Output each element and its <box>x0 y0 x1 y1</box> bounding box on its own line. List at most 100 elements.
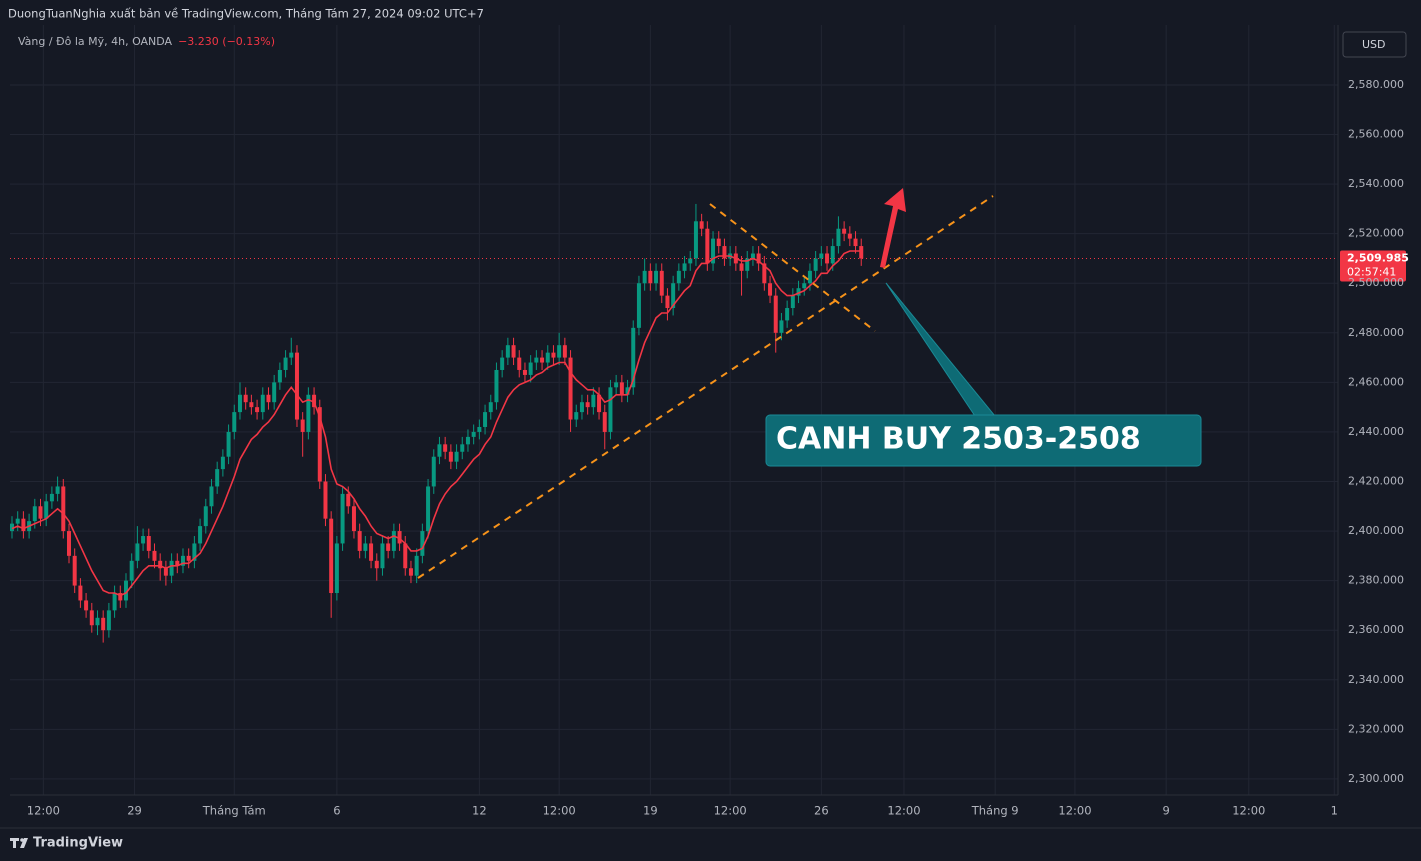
candle-body <box>591 394 596 408</box>
candle-body <box>112 593 117 611</box>
y-tick-label: 2,340.000 <box>1348 673 1404 686</box>
candle-body <box>522 369 527 375</box>
candle-body <box>511 345 516 358</box>
candle-body <box>351 506 356 532</box>
candle-body <box>853 238 858 247</box>
candle-body <box>665 295 670 309</box>
candle-body <box>619 382 624 395</box>
candle-body <box>158 560 163 569</box>
candle-body <box>676 270 681 284</box>
candle-body <box>562 345 567 358</box>
candle-body <box>289 352 294 358</box>
symbol-label: Vàng / Đô la Mỹ, 4h, OANDA <box>18 35 173 48</box>
x-tick-label: 12:00 <box>887 804 920 818</box>
candle-body <box>232 412 237 432</box>
candle-body <box>830 246 835 264</box>
candle-body <box>277 369 282 383</box>
candle-body <box>568 357 573 420</box>
candle-body <box>517 357 522 370</box>
candle-body <box>66 531 71 556</box>
candle-body <box>802 283 807 289</box>
candle-body <box>146 536 151 551</box>
candle-body <box>55 486 60 494</box>
x-tick-label: 9 <box>1162 804 1169 818</box>
candle-body <box>597 394 602 413</box>
candle-body <box>38 506 43 519</box>
y-tick-label: 2,480.000 <box>1348 326 1404 339</box>
y-tick-label: 2,520.000 <box>1348 227 1404 240</box>
candle-body <box>790 295 795 309</box>
currency-button[interactable] <box>1342 31 1407 58</box>
candle-body <box>312 394 317 408</box>
candle-body <box>825 253 830 264</box>
candle-body <box>272 382 277 403</box>
candle-body <box>762 263 767 284</box>
candle-body <box>123 580 128 601</box>
candle-body <box>443 444 448 452</box>
currency-label[interactable]: USD <box>1362 38 1386 51</box>
candle-body <box>505 345 510 358</box>
candle-body <box>89 610 94 626</box>
candle-body <box>357 531 362 551</box>
candle-body <box>237 394 242 413</box>
trend-line <box>709 203 876 332</box>
candle-body <box>693 221 698 259</box>
candle-body <box>488 402 493 413</box>
candle-body <box>420 531 425 556</box>
candle-body <box>220 456 225 470</box>
y-tick-label: 2,360.000 <box>1348 623 1404 636</box>
candle-body <box>255 407 260 413</box>
y-tick-label: 2,300.000 <box>1348 772 1404 785</box>
candle-body <box>842 228 847 234</box>
candle-body <box>796 288 801 296</box>
last-price-box <box>1340 250 1406 282</box>
candle-body <box>614 382 619 388</box>
candle-body <box>716 238 721 247</box>
candle-body <box>397 531 402 544</box>
last-price-label: 2,509.985 <box>1347 251 1409 264</box>
candle-body <box>363 543 368 551</box>
x-tick-label: 26 <box>814 804 829 818</box>
candle-body <box>135 543 140 561</box>
y-tick-label: 2,320.000 <box>1348 722 1404 735</box>
candle-body <box>294 352 299 420</box>
candle-body <box>266 394 271 403</box>
candle-body <box>437 444 442 457</box>
candle-body <box>118 593 123 601</box>
candle-body <box>534 357 539 363</box>
candle-body <box>15 518 20 524</box>
candle-body <box>471 431 476 437</box>
candle-body <box>243 394 248 403</box>
x-tick-label: 29 <box>127 804 142 818</box>
x-tick-label: 12:00 <box>27 804 60 818</box>
candle-body <box>203 506 208 527</box>
y-tick-label: 2,560.000 <box>1348 128 1404 141</box>
y-tick-label: 2,580.000 <box>1348 78 1404 91</box>
candle-body <box>671 283 676 309</box>
candle-body <box>44 501 49 519</box>
candle-body <box>585 402 590 408</box>
trend-line <box>417 195 994 579</box>
candle-body <box>574 412 579 420</box>
candle-body <box>209 486 214 507</box>
candle-body <box>819 253 824 259</box>
candle-body <box>642 270 647 284</box>
callout-box <box>765 414 1202 467</box>
y-tick-label: 2,380.000 <box>1348 574 1404 587</box>
candle-body <box>369 543 374 561</box>
plot <box>9 203 864 643</box>
candle-body <box>648 270 653 284</box>
candle-body <box>49 493 54 502</box>
candle-body <box>323 481 328 519</box>
x-tick-label: Tháng Tám <box>202 804 266 818</box>
candle-body <box>625 387 630 395</box>
candle-body <box>705 228 710 264</box>
candle-body <box>334 543 339 594</box>
candle-body <box>460 444 465 452</box>
candle-body <box>602 412 607 432</box>
candle-body <box>106 610 111 631</box>
price-change: −3.230 (−0.13%) <box>178 35 275 48</box>
y-tick-label: 2,540.000 <box>1348 177 1404 190</box>
